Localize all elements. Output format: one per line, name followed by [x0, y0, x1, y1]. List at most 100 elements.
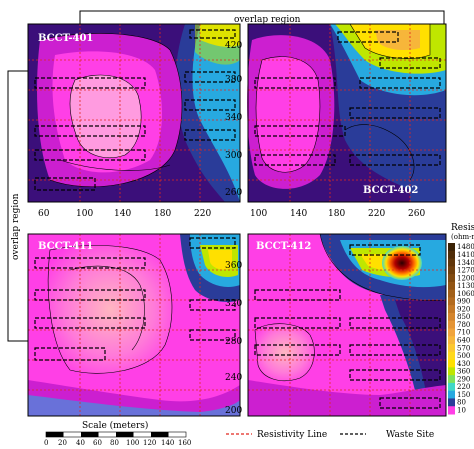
colorbar-swatch: [448, 297, 455, 306]
overlap-region-top-label: overlap region: [234, 15, 301, 25]
panel-bcct-401: BCCT-401: [27, 23, 241, 203]
colorbar-swatch: [448, 281, 455, 291]
colorbar-tick-label: 640: [457, 336, 470, 344]
colorbar-tick-label: 710: [457, 329, 470, 337]
scale-bar: Scale (meters) 0 20 40 60 80 100 120 140…: [44, 420, 191, 447]
colorbar-swatch: [448, 336, 455, 345]
tick-label: 180: [328, 209, 345, 219]
tick-label: 220: [368, 209, 385, 219]
colorbar-tick-label: 920: [457, 305, 470, 313]
colorbar-swatch: [448, 243, 455, 252]
tick-label: 140: [114, 209, 131, 219]
panel-label-bcct-412: BCCT-412: [256, 241, 311, 252]
colorbar-tick-label: 290: [457, 375, 470, 383]
colorbar-swatch: [448, 406, 455, 415]
colorbar-tick-label: 850: [457, 313, 470, 321]
colorbar-tick-label: 990: [457, 298, 470, 306]
colorbar-swatch: [448, 250, 455, 260]
colorbar-swatch: [448, 390, 455, 399]
colorbar-swatch: [448, 344, 455, 353]
panel-bcct-412: BCCT-412: [247, 233, 447, 417]
colorbar: Resistivity (ohm-m) 14801410134012701200…: [448, 223, 474, 415]
colorbar-swatch: [448, 359, 455, 368]
overlap-bracket-left: overlap region: [7, 70, 28, 342]
legend-resistivity-line: Resistivity Line: [257, 430, 327, 440]
panel-bcct-402: BCCT-402: [247, 23, 447, 203]
tick-label: 100: [76, 209, 93, 219]
scale-label: Scale (meters): [82, 420, 148, 431]
colorbar-tick-label: 220: [457, 383, 470, 391]
colorbar-tick-label: 1060: [457, 290, 474, 298]
colorbar-swatch: [448, 382, 455, 392]
scale-tick: 40: [76, 439, 85, 447]
panel-bcct-411: BCCT-411: [27, 233, 241, 417]
colorbar-tick-label: 360: [457, 368, 470, 376]
colorbar-tick-label: 430: [457, 360, 470, 368]
tick-label: 180: [154, 209, 171, 219]
scale-tick: 0: [44, 439, 48, 447]
colorbar-title: Resistivity: [451, 223, 474, 233]
legend-waste-site: Waste Site: [386, 430, 434, 440]
tick-label: 280: [225, 337, 242, 347]
top-right-x-axis: 100 140 180 220 260: [250, 209, 425, 219]
tick-label: 220: [194, 209, 211, 219]
tick-label: 200: [225, 406, 242, 416]
colorbar-unit: (ohm-m): [451, 233, 474, 241]
tick-label: 300: [225, 151, 242, 161]
overlap-region-left-label: overlap region: [11, 193, 21, 260]
colorbar-swatch: [448, 367, 455, 376]
colorbar-swatch: [448, 351, 455, 361]
colorbar-swatch: [448, 320, 455, 329]
line-legend: Resistivity Line Waste Site: [226, 430, 434, 440]
scale-tick: 60: [93, 439, 102, 447]
colorbar-tick-label: 1340: [457, 259, 474, 267]
colorbar-swatch: [448, 266, 455, 275]
colorbar-tick-label: 1200: [457, 274, 474, 282]
tick-label: 140: [290, 209, 307, 219]
tick-label: 420: [225, 41, 242, 51]
colorbar-swatch: [448, 305, 455, 314]
colorbar-swatches: [448, 243, 455, 415]
tick-label: 240: [225, 373, 242, 383]
colorbar-swatch: [448, 274, 455, 283]
scale-tick: 140: [161, 439, 174, 447]
colorbar-tick-label: 1410: [457, 251, 474, 259]
colorbar-swatch: [448, 258, 455, 267]
scale-tick: 80: [110, 439, 119, 447]
scale-tick: 160: [178, 439, 191, 447]
colorbar-swatch: [448, 328, 455, 337]
colorbar-tick-label: 1480: [457, 243, 474, 251]
tick-label: 260: [225, 188, 242, 198]
tick-label: 260: [408, 209, 425, 219]
scale-tick: 100: [126, 439, 139, 447]
scale-tick: 20: [58, 439, 67, 447]
top-left-x-axis: 60 100 140 180 220: [38, 209, 211, 219]
colorbar-swatch: [448, 375, 455, 384]
colorbar-tick-label: 80: [457, 399, 466, 407]
colorbar-tick-label: 1270: [457, 267, 474, 275]
scale-tick: 120: [143, 439, 156, 447]
tick-label: 320: [225, 299, 242, 309]
colorbar-tick-label: 10: [457, 406, 466, 414]
colorbar-tick-label: 780: [457, 321, 470, 329]
overlap-bracket-top: overlap region: [79, 10, 445, 25]
tick-label: 380: [225, 75, 242, 85]
colorbar-swatch: [448, 312, 455, 322]
panel-label-bcct-402: BCCT-402: [363, 185, 418, 196]
colorbar-tick-label: 500: [457, 352, 470, 360]
tick-label: 60: [38, 209, 50, 219]
top-y-axis: 420 380 340 300 260: [225, 41, 242, 198]
colorbar-tick-label: 570: [457, 344, 470, 352]
colorbar-tick-label: 1130: [457, 282, 474, 290]
tick-label: 360: [225, 261, 242, 271]
colorbar-tick-label: 150: [457, 391, 470, 399]
colorbar-labels: 1480141013401270120011301060990920850780…: [457, 243, 474, 414]
tick-label: 340: [225, 113, 242, 123]
tick-label: 100: [250, 209, 267, 219]
bottom-y-axis: 360 320 280 240 200: [225, 261, 242, 416]
colorbar-swatch: [448, 289, 455, 298]
panel-label-bcct-411: BCCT-411: [38, 241, 93, 252]
colorbar-swatch: [448, 398, 455, 407]
panel-label-bcct-401: BCCT-401: [38, 33, 93, 44]
